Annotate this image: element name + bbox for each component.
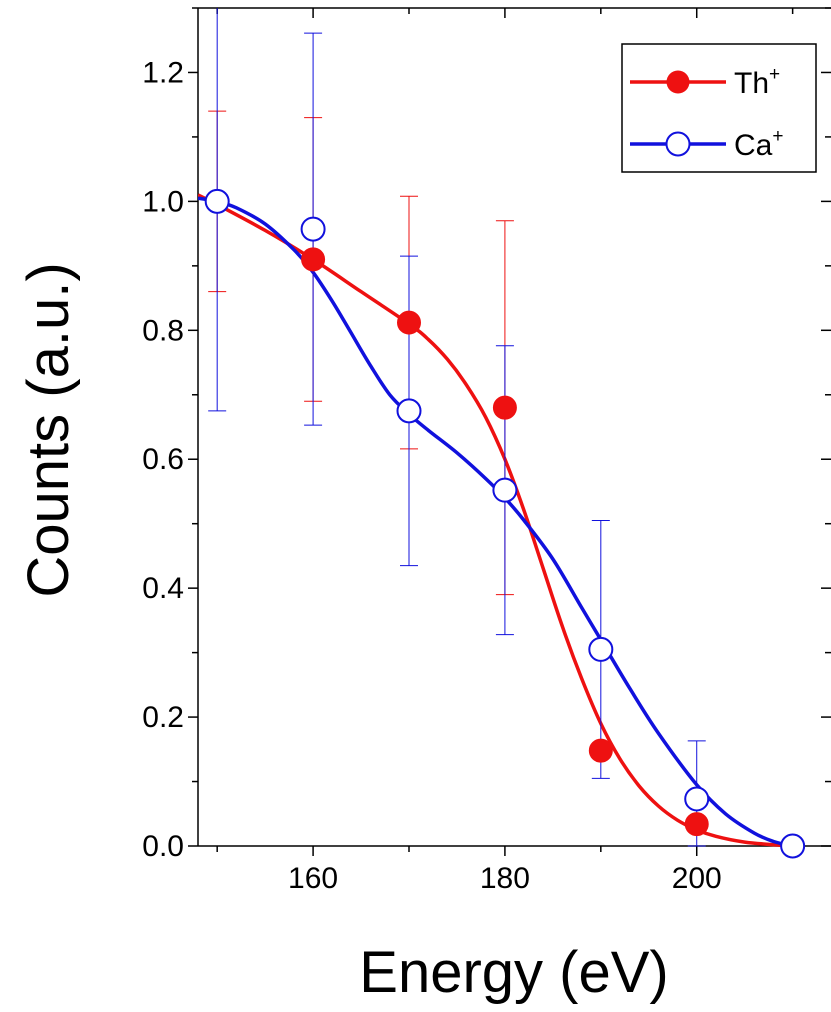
axes	[188, 7, 831, 856]
data-point-ca	[204, 188, 230, 214]
data-point-th	[492, 395, 517, 420]
y-tick-label: 0.6	[142, 443, 184, 476]
x-tick-label: 160	[288, 862, 338, 895]
legend-marker	[665, 131, 691, 157]
x-tick-label: 180	[480, 862, 530, 895]
data-point-ca	[300, 216, 326, 242]
legend-box	[621, 43, 817, 173]
legend-label: Th+	[734, 64, 780, 100]
tick-labels: 0.0 0.2 0.4 0.6 0.8 1.0 1.2 160 180 200	[142, 56, 721, 895]
legend-entry-ca: Ca+	[630, 126, 783, 162]
y-axis-title: Counts (a.u.)	[16, 262, 81, 597]
x-axis-title: Energy (eV)	[359, 940, 668, 1005]
y-tick-label: 1.0	[142, 185, 184, 218]
fit-curve-th	[198, 193, 793, 848]
legend: Th+ Ca+	[621, 43, 817, 173]
y-tick-label: 0.8	[142, 314, 184, 347]
data-point-ca	[780, 833, 806, 859]
fit-curves	[198, 193, 794, 848]
y-tick-label: 0.0	[142, 830, 184, 863]
y-tick-label: 0.4	[142, 572, 184, 605]
data-point-ca	[396, 398, 422, 424]
data-point-th	[301, 247, 326, 272]
data-point-th	[588, 738, 613, 763]
legend-entry-th: Th+	[630, 64, 780, 100]
data-point-th	[397, 310, 421, 335]
data-point-ca	[588, 636, 614, 662]
y-tick-label: 0.2	[142, 701, 184, 734]
data-point-ca	[684, 786, 710, 812]
legend-marker	[666, 70, 690, 94]
y-tick-label: 1.2	[142, 56, 184, 89]
fit-curve-ca	[198, 196, 794, 848]
data-point-ca	[492, 477, 518, 503]
data-point-th	[684, 812, 709, 837]
legend-label: Ca+	[734, 126, 783, 162]
data-markers	[204, 188, 806, 859]
x-tick-label: 200	[672, 862, 722, 895]
